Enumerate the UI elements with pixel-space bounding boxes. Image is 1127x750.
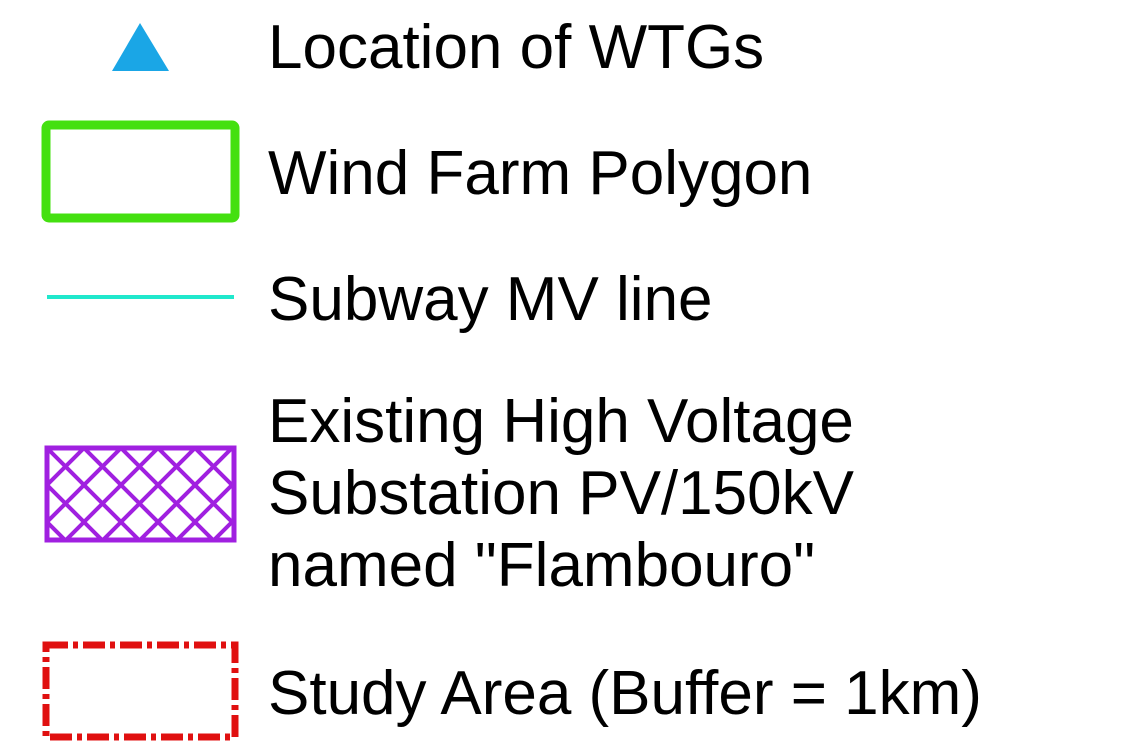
legend-label-line: Substation PV/150kV <box>268 459 855 528</box>
wtg-symbol <box>112 23 169 71</box>
legend-label: Subway MV line <box>268 265 713 334</box>
legend-label: Study Area (Buffer = 1km) <box>268 659 982 728</box>
substation-symbol <box>44 445 237 543</box>
legend-label-line: Existing High Voltage <box>268 387 854 456</box>
legend-label: Wind Farm Polygon <box>268 139 812 208</box>
legend-label: Location of WTGs <box>268 13 764 82</box>
legend-label-line: named "Flambouro" <box>268 531 815 600</box>
wind-farm-symbol <box>41 120 240 223</box>
study-area-symbol <box>42 641 239 741</box>
legend-label: Existing High Voltage Substation PV/150kV… <box>268 387 855 600</box>
